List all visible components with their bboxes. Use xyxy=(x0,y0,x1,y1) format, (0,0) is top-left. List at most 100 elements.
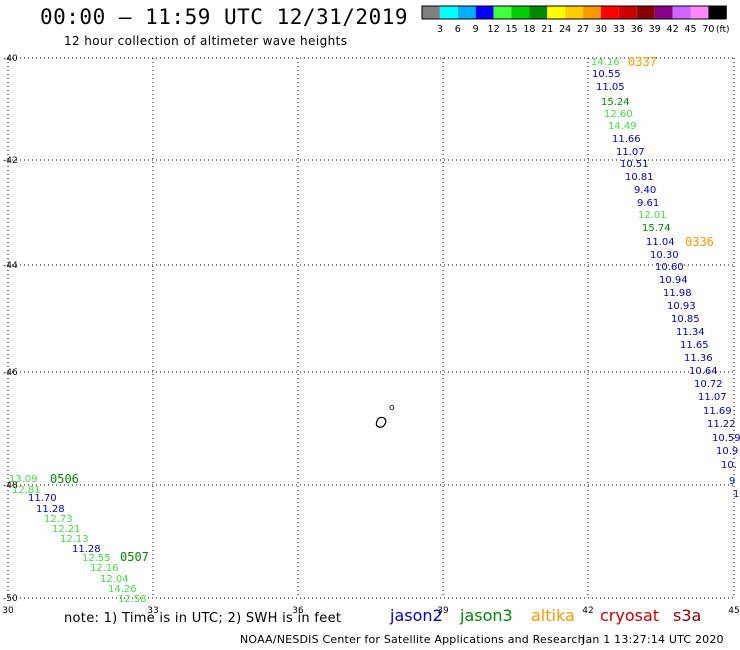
lat-tick-label: -50 xyxy=(3,594,18,604)
swh-value: 10.9 xyxy=(716,446,738,457)
units-note: note: 1) Time is in UTC; 2) SWH is in fe… xyxy=(64,611,342,626)
lon-tick-label: 33 xyxy=(147,606,158,616)
swh-value: 12.04 xyxy=(100,574,129,585)
color-swatch xyxy=(457,6,476,19)
color-scale-unit: (ft) xyxy=(716,25,730,35)
color-scale-tick: 18 xyxy=(523,24,535,35)
color-swatch xyxy=(583,6,601,19)
color-swatch xyxy=(422,6,440,19)
track-time-label: 0336 xyxy=(685,235,714,249)
swh-value: 15.24 xyxy=(601,97,630,108)
color-scale-tick: 42 xyxy=(667,24,679,35)
color-swatch xyxy=(547,6,566,19)
color-scale-tick: 30 xyxy=(595,24,607,35)
color-scale-tick: 12 xyxy=(488,24,500,35)
lat-tick-label: -40 xyxy=(3,54,18,64)
swh-value: 12.81 xyxy=(12,485,41,496)
swh-value: 12.16 xyxy=(90,563,119,574)
swh-value: 11.07 xyxy=(698,392,727,403)
swh-value: 10.55 xyxy=(592,69,621,80)
swh-value: 12.21 xyxy=(52,524,81,535)
legend-altika: altika xyxy=(531,606,575,625)
color-scale-bar: 3 6 9 12 15 18 21 24 27 30 33 36 39 42 45 70 (ft) xyxy=(421,5,730,35)
color-swatch xyxy=(511,6,530,19)
color-scale-tick: 9 xyxy=(473,24,479,35)
color-swatch xyxy=(493,6,512,19)
color-swatch xyxy=(636,6,655,19)
color-scale-tick: 36 xyxy=(631,24,643,35)
swh-value: 11.04 xyxy=(646,237,675,248)
swh-value: 10.59 xyxy=(712,433,740,444)
color-swatch xyxy=(654,6,673,19)
lon-tick-label: 36 xyxy=(292,606,304,616)
swh-value: 10.64 xyxy=(689,366,718,377)
legend-jason2: jason2 xyxy=(390,606,443,625)
swh-value: 11.28 xyxy=(36,504,65,515)
swh-value: 12.01 xyxy=(638,210,667,221)
page-subtitle: 12 hour collection of altimeter wave hei… xyxy=(64,34,348,48)
lon-tick-label: 45 xyxy=(728,606,739,616)
lat-tick-label: -44 xyxy=(3,261,18,271)
swh-value: 14.16 xyxy=(591,57,620,68)
swh-value: 10.85 xyxy=(671,314,700,325)
color-scale-tick: 15 xyxy=(505,24,517,35)
color-scale-tick: 6 xyxy=(455,24,461,35)
color-swatch xyxy=(672,6,691,19)
color-scale-tick: 39 xyxy=(649,24,661,35)
swh-value: 11.22 xyxy=(707,419,736,430)
legend-s3a: s3a xyxy=(673,606,702,625)
swh-value: 10.72 xyxy=(694,379,723,390)
color-swatch xyxy=(601,6,619,19)
swh-value: 9 xyxy=(729,476,735,487)
footer-credit: NOAA/NESDIS Center for Satellite Applica… xyxy=(240,633,585,646)
swh-value: 11.36 xyxy=(684,353,713,364)
track-time-label: 0337 xyxy=(628,55,657,69)
swh-value: 12.13 xyxy=(60,534,89,545)
swh-value: 12.73 xyxy=(44,514,73,525)
track-time-label: 0507 xyxy=(120,550,149,564)
color-scale-tick: 70 xyxy=(702,24,714,35)
legend-jason3: jason3 xyxy=(460,606,513,625)
swh-value: 11.69 xyxy=(703,406,732,417)
swh-value: 11.66 xyxy=(612,134,641,145)
color-swatch xyxy=(690,6,709,19)
swh-value: 11.28 xyxy=(72,544,101,555)
color-scale-tick: 21 xyxy=(541,24,553,35)
swh-value: 14.26 xyxy=(108,584,137,595)
swh-value: 11.65 xyxy=(680,340,709,351)
swh-value: 11.98 xyxy=(663,288,692,299)
swh-value: 15.74 xyxy=(642,223,671,234)
color-scale-tick: 3 xyxy=(437,24,443,35)
swh-value: 10.51 xyxy=(620,159,649,170)
swh-value: 12.60 xyxy=(604,109,633,120)
swh-value: 10.60 xyxy=(655,262,684,273)
swh-value: 10. xyxy=(721,460,737,471)
swh-value: 9.40 xyxy=(634,185,656,196)
page-title: 00:00 – 11:59 UTC 12/31/2019 xyxy=(40,5,409,29)
color-swatch xyxy=(475,6,494,19)
swh-value: 13.09 xyxy=(9,474,38,485)
color-scale-tick: 33 xyxy=(613,24,625,35)
track-time-label: 0506 xyxy=(50,472,79,486)
color-swatch xyxy=(565,6,584,19)
color-scale-tick: 27 xyxy=(577,24,589,35)
lat-tick-label: -42 xyxy=(3,156,18,166)
swh-value: 9.61 xyxy=(637,198,659,209)
color-swatch xyxy=(708,6,727,19)
color-scale-border xyxy=(421,5,727,20)
swh-value: 1 xyxy=(733,489,739,500)
lon-tick-label: 42 xyxy=(582,606,593,616)
lat-tick-label: -46 xyxy=(3,368,18,378)
color-scale-tick: 24 xyxy=(559,24,571,35)
swh-value: 12.55 xyxy=(82,553,111,564)
color-scale-tick: 45 xyxy=(684,24,696,35)
legend-cryosat: cryosat xyxy=(600,606,660,625)
lon-tick-label: 30 xyxy=(2,606,14,616)
color-swatch xyxy=(618,6,637,19)
footer-timestamp: Jan 1 13:27:14 UTC 2020 xyxy=(582,633,724,646)
swh-value: 10.93 xyxy=(667,301,696,312)
swh-value: 11.07 xyxy=(616,147,645,158)
swh-value: 10.30 xyxy=(650,250,679,261)
swh-value: 11.05 xyxy=(596,82,625,93)
color-swatch xyxy=(439,6,458,19)
